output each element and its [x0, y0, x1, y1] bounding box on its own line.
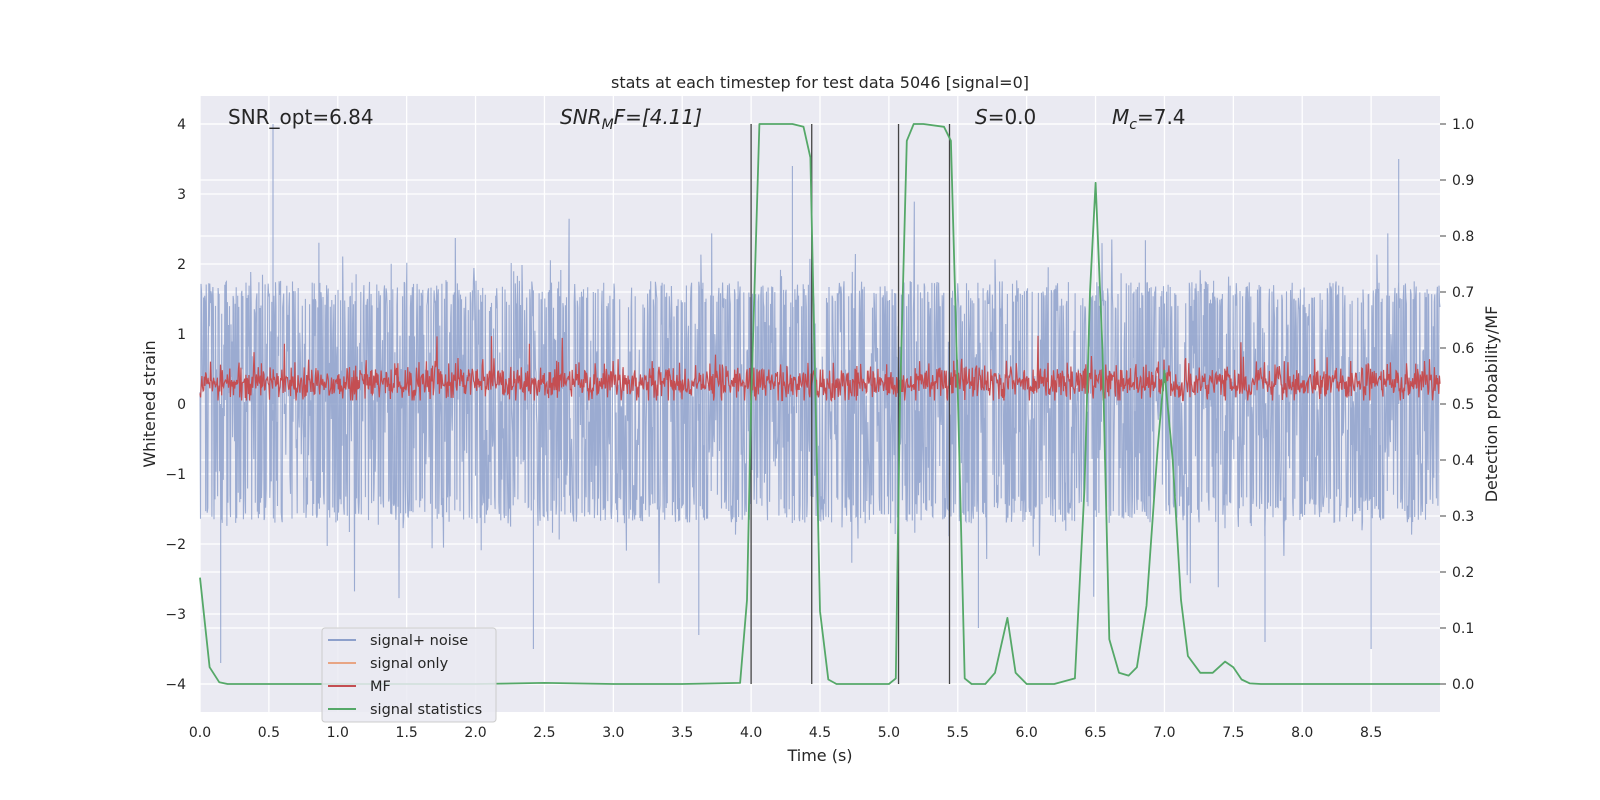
x-tick-label: 2.0	[464, 725, 486, 741]
series-signal-statistics	[199, 123, 1440, 685]
y-right-tick-label: 0.5	[1452, 397, 1474, 413]
y-right-tick-label: 0.6	[1452, 341, 1474, 357]
y-left-tick-label: 4	[177, 117, 186, 133]
y-left-tick-labels: 4 3 2 1 0 −1 −2 −3 −4	[165, 117, 186, 693]
x-tick-label: 5.0	[878, 725, 900, 741]
x-tick-label: 0.0	[189, 725, 211, 741]
legend-box	[321, 627, 497, 723]
y-left-tick-label: 3	[177, 187, 186, 203]
y-right-tick-label: 1.0	[1452, 117, 1474, 133]
x-tick-label: 7.5	[1222, 725, 1244, 741]
y-left-tick-label: 0	[177, 397, 186, 413]
y-left-tick-label: −1	[165, 467, 186, 483]
x-tick-label: 8.5	[1360, 725, 1382, 741]
legend: signal+ noise signal only MF signal stat…	[321, 627, 497, 723]
series-signal-noise	[199, 124, 1441, 663]
y-right-tick-label: 0.4	[1452, 453, 1474, 469]
x-tick-labels: 0.0 0.5 1.0 1.5 2.0 2.5 3.0 3.5 4.0 4.5 5.0 5.5 6.0 6…	[189, 725, 1382, 741]
y-axis-label-left: Whitened strain	[140, 340, 159, 467]
annotation-snr-mf: SNRMF=[4.11]	[560, 105, 702, 133]
series-mf	[199, 335, 1441, 403]
annotation-s: S=0.0	[975, 105, 1036, 129]
y-right-tick-label: 0.3	[1452, 509, 1474, 525]
legend-label-signal-only: signal only	[370, 656, 449, 672]
y-left-tick-label: −3	[165, 607, 186, 623]
chart-title: stats at each timestep for test data 504…	[611, 73, 1029, 92]
x-tick-label: 1.5	[396, 725, 418, 741]
y-right-tick-label: 0.8	[1452, 229, 1474, 245]
annotation-snr-opt: SNR_opt=6.84	[228, 105, 374, 129]
y-left-tick-label: 1	[177, 327, 186, 343]
x-tick-label: 0.5	[258, 725, 280, 741]
legend-label-signal-statistics: signal statistics	[370, 702, 482, 718]
x-tick-label: 6.5	[1084, 725, 1106, 741]
y-right-tick-label: 0.9	[1452, 173, 1474, 189]
mf-line	[199, 335, 1441, 403]
signal-statistics-line	[199, 123, 1440, 685]
y-right-tick-label: 0.7	[1452, 285, 1474, 301]
signal-noise-line	[199, 124, 1441, 663]
y-right-tick-labels: 1.0 0.9 0.8 0.7 0.6 0.5 0.4 0.3 0.2 0.1 0.0	[1452, 117, 1474, 693]
annotation-mc: Mc=7.4	[1112, 105, 1186, 133]
legend-label-mf: MF	[370, 679, 391, 695]
y-right-tick-label: 0.2	[1452, 565, 1474, 581]
x-tick-label: 2.5	[533, 725, 555, 741]
x-tick-label: 6.0	[1016, 725, 1038, 741]
y-left-tick-label: 2	[177, 257, 186, 273]
x-tick-label: 5.5	[947, 725, 969, 741]
y-right-tick-label: 0.0	[1452, 677, 1474, 693]
y-left-tick-label: −4	[165, 677, 186, 693]
y-right-tick-label: 0.1	[1452, 621, 1474, 637]
x-tick-label: 3.5	[671, 725, 693, 741]
y-axis-label-right: Detection probability/MF	[1482, 306, 1501, 503]
x-axis-label: Time (s)	[786, 746, 852, 765]
x-tick-label: 4.0	[740, 725, 762, 741]
x-tick-label: 8.0	[1291, 725, 1313, 741]
x-tick-label: 7.0	[1153, 725, 1175, 741]
x-tick-label: 1.0	[327, 725, 349, 741]
x-tick-label: 3.0	[602, 725, 624, 741]
legend-label-signal-noise: signal+ noise	[370, 633, 468, 649]
x-tick-label: 4.5	[809, 725, 831, 741]
y-left-tick-label: −2	[165, 537, 186, 553]
